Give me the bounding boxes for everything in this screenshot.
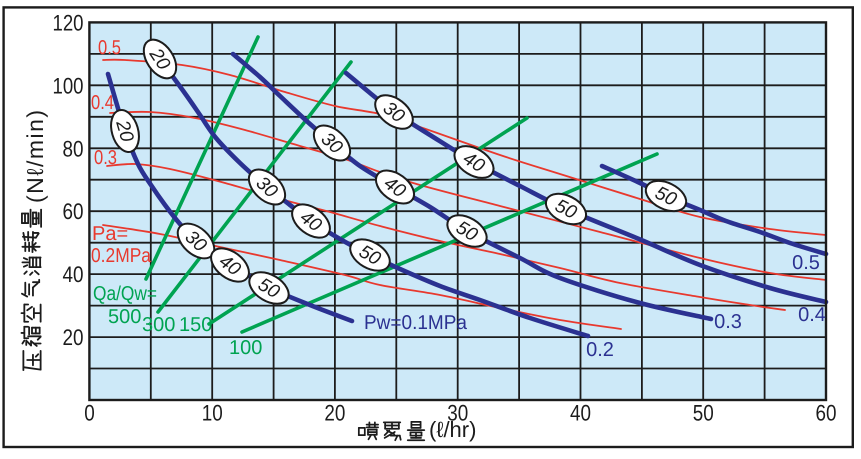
svg-text:0.3: 0.3	[94, 147, 117, 169]
svg-text:20: 20	[63, 325, 84, 350]
svg-text:100: 100	[229, 337, 262, 359]
svg-text:10: 10	[202, 401, 223, 426]
svg-text:0: 0	[84, 401, 95, 426]
svg-text:80: 80	[63, 136, 84, 161]
svg-text:40: 40	[570, 401, 591, 426]
svg-text:120: 120	[53, 10, 84, 35]
svg-text:Pa=: Pa=	[92, 223, 128, 245]
svg-text:0.4: 0.4	[798, 304, 826, 326]
svg-text:60: 60	[63, 199, 84, 224]
svg-text:(Nℓ/min): (Nℓ/min)	[22, 110, 48, 203]
svg-text:500: 500	[108, 306, 141, 328]
svg-text:40: 40	[63, 262, 84, 287]
svg-text:(ℓ/hr): (ℓ/hr)	[429, 417, 476, 442]
svg-text:Qa/Qw=: Qa/Qw=	[93, 283, 157, 305]
svg-text:150: 150	[179, 314, 212, 336]
svg-text:300: 300	[142, 314, 175, 336]
svg-text:100: 100	[53, 73, 84, 98]
svg-text:30: 30	[447, 401, 468, 426]
svg-text:20: 20	[324, 401, 345, 426]
svg-text:0.5: 0.5	[98, 37, 121, 59]
svg-text:0.3: 0.3	[714, 311, 742, 333]
svg-text:0.2MPa: 0.2MPa	[91, 245, 152, 267]
svg-text:0.4: 0.4	[91, 92, 114, 114]
svg-text:50: 50	[693, 401, 714, 426]
svg-text:0.2: 0.2	[586, 339, 614, 361]
svg-text:0.5: 0.5	[792, 252, 820, 274]
svg-text:60: 60	[816, 401, 837, 426]
svg-text:Pw=0.1MPa: Pw=0.1MPa	[364, 312, 468, 334]
